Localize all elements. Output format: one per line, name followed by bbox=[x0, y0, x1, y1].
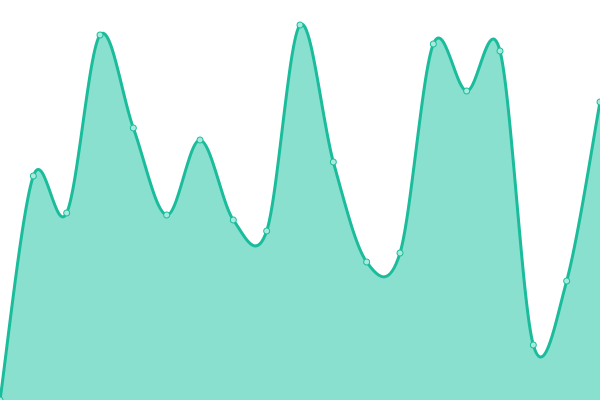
data-point-6[interactable] bbox=[196, 136, 204, 144]
data-point-11[interactable] bbox=[363, 258, 371, 266]
series-line bbox=[0, 22, 600, 400]
data-point-8[interactable] bbox=[263, 227, 271, 235]
data-point-18[interactable] bbox=[596, 98, 600, 106]
data-point-7[interactable] bbox=[229, 216, 237, 224]
data-point-5[interactable] bbox=[163, 211, 171, 219]
data-point-2[interactable] bbox=[63, 209, 71, 217]
data-point-13[interactable] bbox=[429, 40, 437, 48]
data-point-3[interactable] bbox=[96, 31, 104, 39]
data-point-17[interactable] bbox=[563, 277, 571, 285]
data-point-14[interactable] bbox=[463, 87, 471, 95]
data-point-10[interactable] bbox=[329, 158, 337, 166]
data-point-1[interactable] bbox=[29, 172, 37, 180]
data-point-16[interactable] bbox=[529, 341, 537, 349]
area-fill bbox=[0, 24, 600, 400]
data-point-4[interactable] bbox=[129, 124, 137, 132]
data-point-0[interactable] bbox=[0, 396, 4, 400]
data-point-12[interactable] bbox=[396, 249, 404, 257]
data-point-15[interactable] bbox=[496, 47, 504, 55]
data-point-9[interactable] bbox=[296, 21, 304, 29]
